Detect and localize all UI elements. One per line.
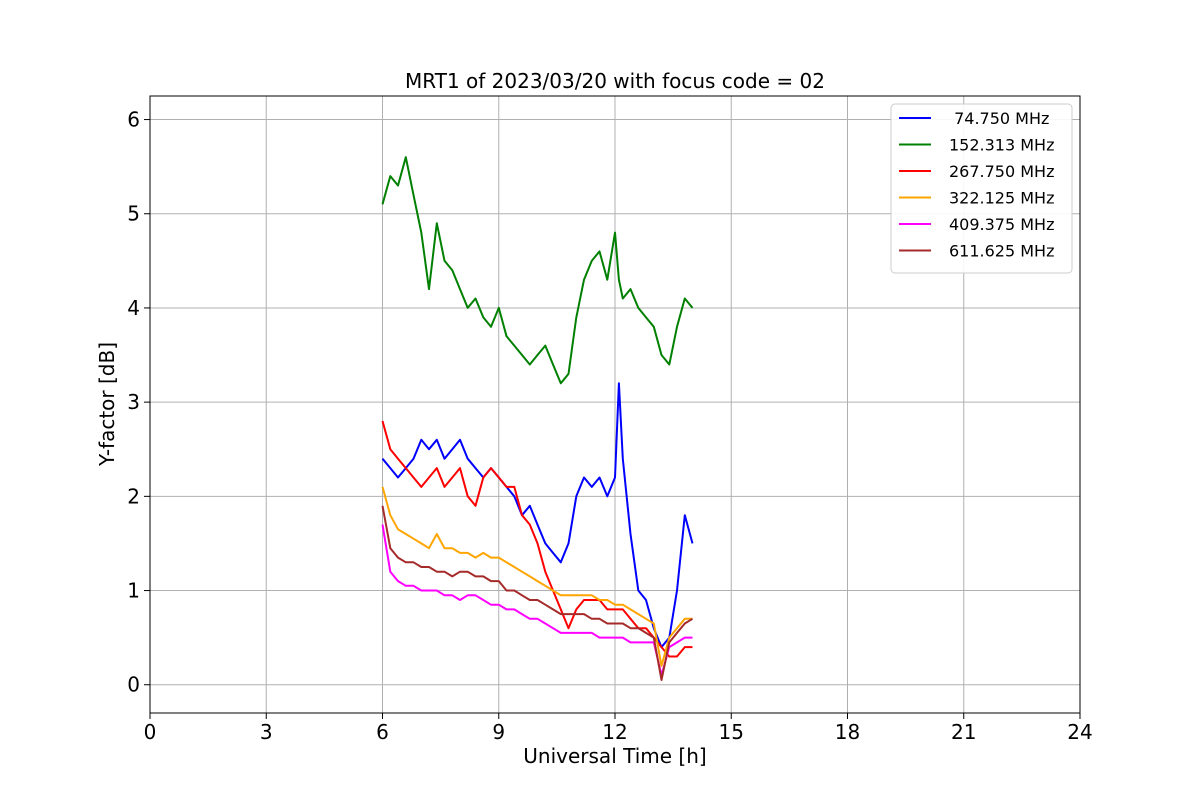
y-axis-ticks: 0 1 2 3 4 5 6 [127,108,150,697]
plot-series [381,156,694,681]
y-tick-label: 6 [127,108,140,132]
series-line-2 [381,420,693,658]
x-tick-label: 9 [492,720,505,744]
x-tick-label: 6 [376,720,389,744]
x-tick-label: 21 [951,720,976,744]
x-tick-label: 0 [144,720,157,744]
legend-label-0: 74.750 MHz [949,109,1049,128]
y-tick-label: 5 [127,202,140,226]
x-tick-label: 3 [260,720,273,744]
y-tick-label: 1 [127,579,140,603]
grid [149,96,1081,713]
legend-label-1: 152.313 MHz [949,136,1054,155]
x-tick-label: 18 [835,720,860,744]
x-tick-label: 12 [602,720,627,744]
series-line-1 [381,156,694,385]
series-line-5 [381,505,694,681]
x-tick-label: 24 [1067,720,1092,744]
y-tick-label: 4 [127,296,140,320]
series-line-0 [381,382,694,649]
legend-label-2: 267.750 MHz [949,162,1054,181]
y-tick-label: 2 [127,484,140,508]
series-line-3 [381,486,693,667]
legend-label-3: 322.125 MHz [949,189,1054,208]
legend-box [890,103,1073,274]
legend-label-4: 409.375 MHz [949,215,1054,234]
y-tick-label: 0 [127,673,140,697]
x-axis-ticks: 0 3 6 9 12 15 18 21 24 [144,713,1093,744]
y-axis-label: Y-factor [dB] [95,342,119,467]
legend: 74.750 MHz 152.313 MHz 267.750 MHz 322.125 … [890,103,1073,274]
x-tick-label: 15 [719,720,744,744]
series-line-4 [381,524,693,677]
legend-label-5: 611.625 MHz [949,242,1054,261]
x-axis-label: Universal Time [h] [523,744,706,768]
chart-title: MRT1 of 2023/03/20 with focus code = 02 [405,69,825,93]
y-tick-label: 3 [127,390,140,414]
